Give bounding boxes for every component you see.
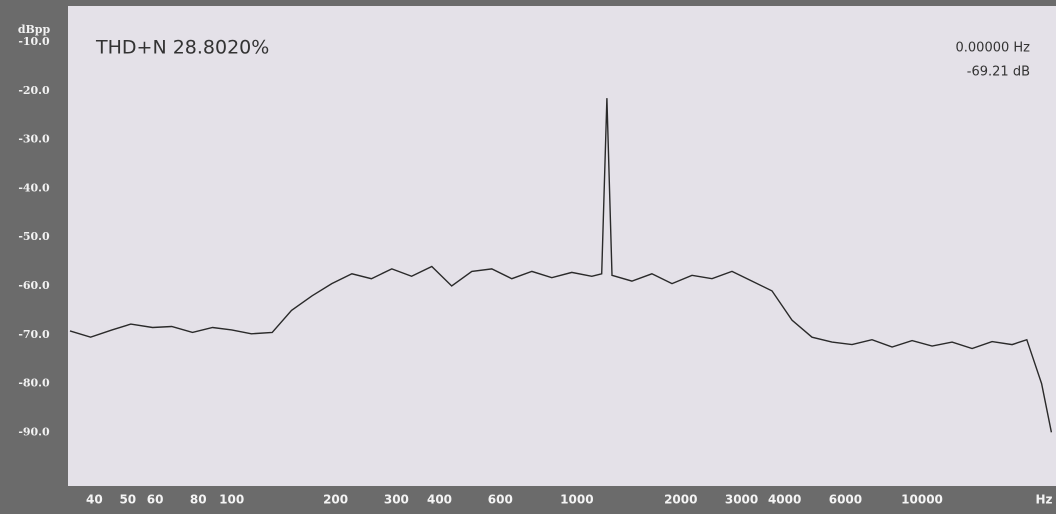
chart-title: THD+N 28.8020%	[95, 37, 269, 59]
top-strip	[68, 0, 1056, 6]
plot-background	[0, 0, 1056, 514]
x-tick-label: 300	[384, 493, 409, 507]
x-tick-label: 200	[323, 493, 348, 507]
x-tick-label: 50	[119, 493, 136, 507]
y-tick-label: -60.0	[18, 279, 50, 292]
x-tick-label: 4000	[768, 493, 801, 507]
chart: dBpp Hz THD+N 28.8020% 0.00000 Hz -69.21…	[0, 0, 1056, 514]
x-tick-label: 40	[86, 493, 103, 507]
annotation: 0.00000 Hz	[956, 41, 1031, 56]
y-axis-label: dBpp	[18, 23, 51, 36]
y-tick-label: -20.0	[18, 84, 50, 97]
x-tick-label: 400	[427, 493, 452, 507]
y-tick-label: -90.0	[18, 425, 50, 438]
x-tick-label: 2000	[664, 493, 697, 507]
y-tick-label: -40.0	[18, 181, 50, 194]
y-tick-label: -70.0	[18, 328, 50, 341]
y-tick-label: -10.0	[18, 35, 50, 48]
y-tick-label: -80.0	[18, 377, 50, 390]
x-tick-label: 6000	[829, 493, 862, 507]
x-tick-label: 3000	[725, 493, 758, 507]
x-tick-label: 600	[488, 493, 513, 507]
page: {"chart_data": { "type": "line", "title"…	[0, 0, 1056, 514]
annotation: -69.21 dB	[967, 65, 1030, 80]
x-tick-label: 100	[219, 493, 244, 507]
x-tick-label: 1000	[560, 493, 593, 507]
y-tick-label: -30.0	[18, 133, 50, 146]
y-tick-label: -50.0	[18, 230, 50, 243]
x-tick-label: 60	[147, 493, 164, 507]
x-tick-label: 80	[190, 493, 207, 507]
x-tick-label: 10000	[901, 493, 943, 507]
x-axis-label: Hz	[1035, 493, 1052, 507]
